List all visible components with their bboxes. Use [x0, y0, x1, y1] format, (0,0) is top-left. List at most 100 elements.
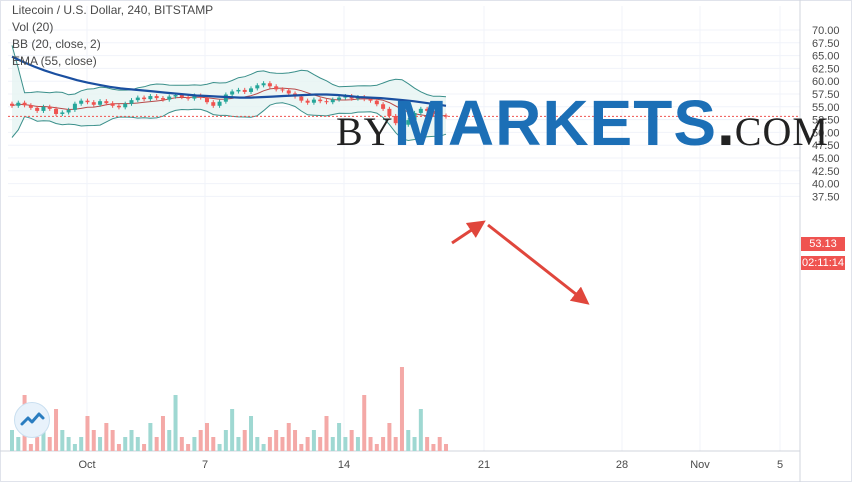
volume-bar [47, 437, 52, 451]
volume-bar [35, 437, 40, 451]
y-tick-label: 50.00 [812, 127, 840, 139]
volume-bar [98, 437, 103, 451]
candle-body [123, 103, 128, 108]
volume-bar [343, 437, 348, 451]
candle-body [110, 103, 115, 106]
candle-body [28, 105, 33, 108]
volume-bar [267, 437, 272, 451]
candle-body [286, 90, 291, 94]
volume-bar [255, 437, 260, 451]
candle-body [179, 95, 184, 98]
bollinger-basis [11, 87, 447, 117]
candle-body [274, 86, 279, 90]
y-tick-label: 70.00 [812, 25, 840, 37]
candle-body [412, 112, 417, 121]
candle-body [129, 100, 134, 104]
volume-bar [311, 430, 316, 451]
indicator-bb[interactable]: BB (20, close, 2) [12, 37, 101, 51]
volume-bar [393, 437, 398, 451]
volume-bar [148, 423, 153, 451]
volume-bar [337, 423, 342, 451]
volume-bar [211, 437, 216, 451]
candle-body [305, 100, 310, 103]
volume-bar [280, 437, 285, 451]
indicator-ema[interactable]: EMA (55, close) [12, 54, 97, 68]
volume-bar [198, 430, 203, 451]
candle-body [41, 106, 46, 111]
candle-body [230, 91, 235, 95]
volume-bar [261, 444, 266, 451]
candle-body [368, 99, 373, 101]
y-tick-label: 62.50 [812, 63, 840, 75]
volume-bar [444, 444, 448, 451]
forecast-arrow-down [487, 223, 590, 305]
candle-body [236, 89, 241, 92]
candle-body [91, 102, 96, 105]
symbol-title[interactable]: Litecoin / U.S. Dollar, 240, BITSTAMP [12, 3, 214, 17]
chart-legend: Litecoin / U.S. Dollar, 240, BITSTAMP Vo… [12, 2, 213, 70]
candle-body [192, 95, 197, 99]
volume-bar [142, 444, 147, 451]
y-tick-label: 40.00 [812, 179, 840, 191]
volume-bar [355, 437, 360, 451]
candle-body [79, 100, 84, 104]
bollinger-upper [11, 45, 447, 98]
volume-bar [66, 437, 71, 451]
bymarkets-watermark: BYMARKETS.COM [336, 86, 829, 160]
volume-bar [425, 437, 430, 451]
y-tick-label: 47.50 [812, 140, 840, 152]
y-tick-label: 60.00 [812, 76, 840, 88]
candle-body [399, 123, 404, 125]
candle-body [431, 110, 436, 114]
volume-bar [123, 437, 128, 451]
y-tick-label: 42.50 [812, 166, 840, 178]
candle-body [116, 105, 121, 108]
volume-bar [437, 437, 442, 451]
indicator-vol[interactable]: Vol (20) [12, 20, 54, 34]
volume-bar [28, 444, 33, 451]
candle-body [311, 99, 316, 103]
ema-line [11, 55, 447, 107]
candle-body [437, 113, 442, 116]
candle-body [54, 108, 59, 114]
candle-body [242, 89, 247, 92]
volume-bar [368, 437, 373, 451]
y-tick-label: 67.50 [812, 38, 840, 50]
volume-bar [318, 437, 323, 451]
volume-bar [330, 437, 335, 451]
candle-body [324, 101, 329, 103]
volume-bar [236, 437, 241, 451]
volume-bar [129, 430, 134, 451]
watermark-markets: MARKETS [393, 87, 718, 159]
tradingview-logo-icon[interactable] [14, 402, 50, 438]
volume-bar [16, 437, 21, 451]
volume-bar [173, 395, 178, 451]
watermark-by: BY [336, 109, 394, 154]
volume-bar [186, 444, 191, 451]
candle-body [223, 94, 228, 102]
last-price-tag: 53.13 [801, 237, 845, 251]
candle-body [418, 108, 423, 113]
candle-body [35, 107, 40, 111]
candle-body [267, 83, 272, 87]
volume-bar [418, 409, 423, 451]
x-tick-label: Nov [690, 459, 710, 471]
candle-body [104, 101, 109, 104]
volume-bar [362, 395, 367, 451]
volume-bar [305, 437, 310, 451]
candle-body [135, 97, 140, 101]
candle-body [393, 116, 398, 124]
x-tick-label: 28 [616, 459, 628, 471]
volume-bar [10, 430, 14, 451]
y-tick-label: 45.00 [812, 153, 840, 165]
volume-bar [381, 437, 386, 451]
candle-body [249, 88, 254, 92]
volume-bar [374, 444, 379, 451]
candle-body [299, 96, 304, 101]
x-tick-label: 7 [202, 459, 208, 471]
volume-bar [249, 416, 254, 451]
volume-bar [204, 423, 209, 451]
